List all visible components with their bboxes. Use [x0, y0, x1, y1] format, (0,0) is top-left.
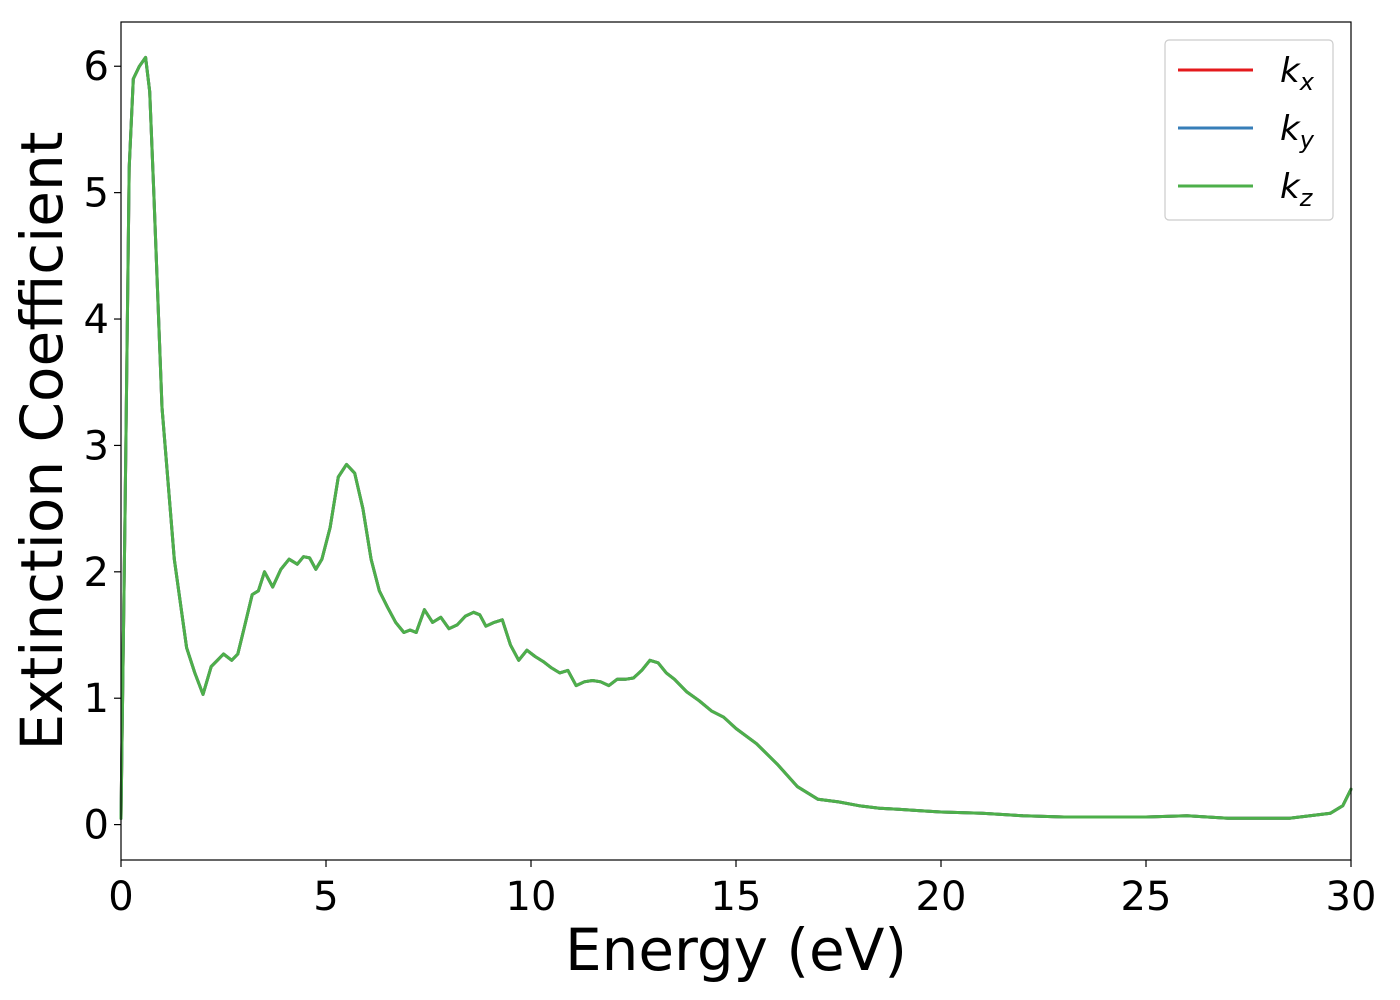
legend-label-ky: ky	[1280, 109, 1315, 154]
y-tick-label: 5	[84, 171, 109, 217]
x-tick-label: 25	[1121, 874, 1172, 920]
x-axis: 0 5 10 15 20 25 30	[108, 860, 1376, 920]
x-tick-label: 30	[1326, 874, 1377, 920]
y-tick-label: 3	[84, 423, 109, 469]
x-tick-label: 20	[916, 874, 967, 920]
x-tick-label: 15	[711, 874, 762, 920]
y-tick-label: 0	[84, 803, 109, 849]
series-line-kz	[119, 55, 1353, 820]
y-axis-label: Extinction Coefficient	[8, 132, 76, 751]
y-tick-label: 6	[84, 44, 109, 90]
legend: kx ky kz	[1164, 39, 1334, 221]
legend-frame	[1164, 39, 1334, 221]
y-tick-label: 1	[84, 676, 109, 722]
y-tick-label: 2	[84, 550, 109, 596]
y-axis: 0 1 2 3 4 5 6	[84, 44, 121, 849]
x-tick-label: 10	[506, 874, 557, 920]
legend-label-kz: kz	[1280, 167, 1314, 212]
y-tick-label: 4	[84, 297, 109, 343]
x-axis-label: Energy (eV)	[565, 916, 907, 984]
x-tick-label: 0	[108, 874, 133, 920]
series-layer	[119, 55, 1353, 820]
legend-label-kx: kx	[1280, 51, 1315, 96]
x-tick-label: 5	[313, 874, 338, 920]
